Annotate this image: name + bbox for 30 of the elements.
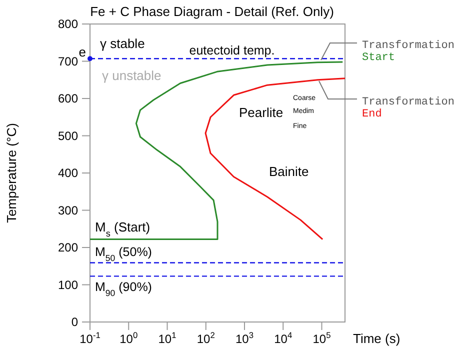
annotation: Pearlite [239,105,284,120]
x-tick-label: 10$^{0}$ [120,330,138,346]
annotation: e [78,44,86,60]
annotation: γ stable [100,36,145,51]
x-tick-label: 10$^{4}$ [274,330,292,346]
x-tick-label: 10$^{2}$ [196,330,216,346]
y-tick-label: 300 [58,203,78,218]
series-label: Transformation Start [362,40,454,64]
y-tick-label: 600 [58,92,78,106]
chart-title: Fe + C Phase Diagram - Detail (Ref. Only) [90,4,334,19]
text: Transformation End [362,96,454,120]
y-tick-label: 400 [58,166,78,180]
y-tick-label: 800 [58,17,78,31]
y-axis-title: Temperature (°C) [4,123,19,223]
y-tick-label: 200 [58,240,78,254]
y-tick-label: 700 [58,54,78,68]
annotation: γ unstable [102,68,162,83]
annotation: Bainite [269,164,309,179]
annotation: M$_{s}$ (Start) [95,219,150,238]
x-axis-title: Time (s) [353,331,400,346]
x-tick-label: 10$^{1}$ [158,330,177,346]
ref-line-label: eutectoid temp. [189,44,275,58]
ref-line-label: M$_{50}$ (50%) [95,244,152,263]
x-tick-label: 10$^{-1}$ [80,330,101,346]
y-tick-label: 100 [58,278,78,292]
x-tick-label: 10$^{3}$ [235,330,254,346]
y-tick-label: 500 [58,128,78,143]
ref-line-label: M$_{90}$ (90%) [95,280,152,298]
x-tick-label: 10$^{5}$ [312,330,332,346]
y-tick-label: 0 [71,315,78,329]
